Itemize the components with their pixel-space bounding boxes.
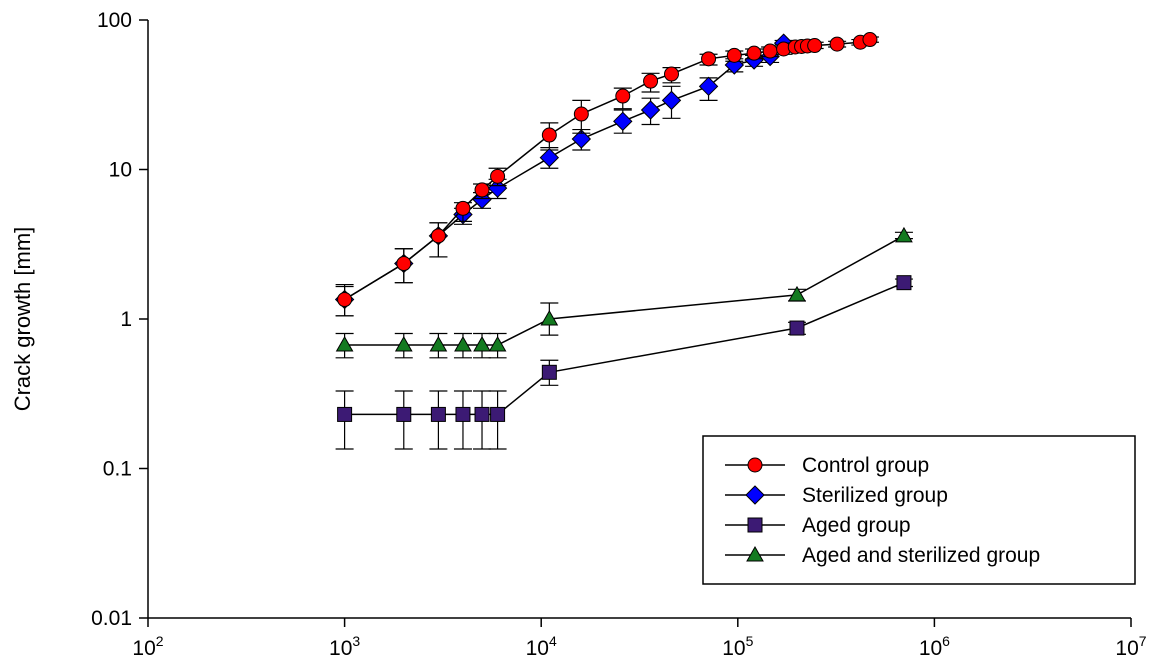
data-point	[488, 335, 507, 352]
data-point	[573, 106, 589, 122]
data-point	[490, 406, 506, 422]
data-point	[807, 38, 823, 54]
data-point	[789, 320, 805, 336]
data-point	[454, 335, 472, 352]
data-point	[540, 309, 559, 326]
data-point	[726, 47, 742, 63]
data-point	[455, 200, 471, 216]
y-tick-label: 0.01	[91, 607, 132, 630]
legend-item-aged-and-sterilized-group: Aged and sterilized group	[725, 544, 1040, 567]
data-point	[613, 111, 633, 132]
data-point	[474, 406, 490, 422]
series-line	[344, 38, 871, 301]
data-point	[541, 127, 557, 143]
data-point	[701, 51, 717, 67]
y-tick-label: 0.1	[103, 458, 132, 481]
x-axis-ticks: 102 103 104 105 106 107	[132, 618, 1147, 660]
data-point	[640, 100, 661, 120]
x-tick-label: 107	[1115, 633, 1146, 660]
data-point	[335, 335, 354, 352]
data-point	[895, 226, 913, 243]
data-point	[762, 43, 778, 59]
data-point	[829, 36, 845, 52]
legend-label: Aged and sterilized group	[802, 544, 1040, 567]
data-point	[394, 335, 413, 352]
x-tick-label: 106	[919, 633, 950, 660]
legend-item-control-group: Control group	[725, 454, 929, 477]
series-line	[344, 235, 905, 346]
y-tick-label: 10	[109, 159, 132, 182]
legend-label: Aged group	[802, 514, 911, 537]
x-tick-label: 103	[329, 633, 360, 660]
data-point	[661, 90, 682, 111]
data-point	[430, 406, 446, 422]
legend-label: Control group	[802, 454, 929, 477]
y-axis-label: Crack growth [mm]	[10, 227, 35, 412]
series-control-group	[335, 32, 879, 317]
data-point	[746, 45, 762, 61]
y-tick-label: 1	[120, 308, 132, 331]
series-aged-group	[335, 275, 913, 450]
data-point	[788, 285, 806, 302]
legend-marker	[747, 457, 763, 473]
x-tick-label: 102	[132, 633, 163, 660]
data-point	[473, 335, 491, 352]
data-point	[396, 256, 412, 272]
legend: Control group Sterilized group Aged group A…	[702, 435, 1136, 585]
data-point	[490, 168, 506, 184]
series-line	[344, 42, 785, 301]
data-point	[396, 406, 412, 422]
legend-marker	[745, 485, 765, 505]
data-point	[455, 406, 471, 422]
data-point	[337, 292, 353, 308]
series-aged-and-sterilized-group	[335, 226, 913, 359]
data-point	[429, 335, 448, 352]
x-tick-label: 104	[526, 633, 557, 660]
legend-box	[702, 435, 1136, 585]
data-point	[474, 182, 490, 198]
data-point	[698, 76, 719, 97]
x-tick-label: 105	[722, 633, 753, 660]
data-point	[896, 275, 912, 291]
y-axis-ticks: 0.01 0.1 1 10 100	[91, 9, 148, 630]
series-line	[344, 282, 905, 416]
series-layer	[334, 32, 913, 450]
data-point	[430, 228, 446, 244]
legend-marker	[746, 545, 764, 562]
legend-marker	[747, 517, 763, 533]
legend-item-sterilized-group: Sterilized group	[725, 484, 948, 507]
data-point	[643, 73, 659, 89]
data-point	[571, 129, 592, 149]
data-point	[615, 88, 631, 104]
legend-item-aged-group: Aged group	[725, 514, 911, 537]
data-point	[539, 147, 560, 168]
legend-label: Sterilized group	[802, 484, 948, 507]
data-point	[862, 32, 878, 48]
data-point	[663, 66, 679, 82]
y-tick-label: 100	[97, 9, 132, 32]
data-point	[337, 406, 353, 422]
data-point	[541, 364, 557, 380]
